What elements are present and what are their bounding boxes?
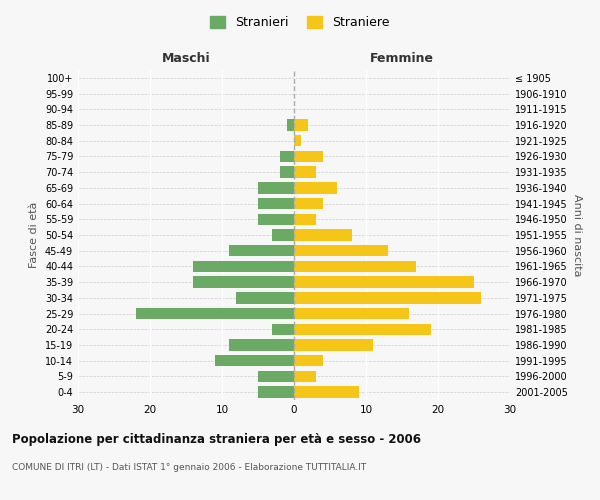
Bar [294, 182, 337, 194]
Bar [294, 166, 316, 178]
Bar [294, 308, 409, 319]
Bar [294, 276, 474, 288]
Y-axis label: Fasce di età: Fasce di età [29, 202, 39, 268]
Bar [294, 386, 359, 398]
Bar [294, 340, 373, 350]
Bar [294, 261, 416, 272]
Bar [272, 324, 294, 335]
Bar [294, 292, 481, 304]
Bar [294, 230, 352, 240]
Bar [294, 371, 316, 382]
Bar [215, 355, 294, 366]
Bar [287, 120, 294, 130]
Bar [280, 166, 294, 178]
Bar [294, 198, 323, 209]
Bar [236, 292, 294, 304]
Bar [294, 324, 431, 335]
Text: Femmine: Femmine [370, 52, 434, 66]
Bar [280, 151, 294, 162]
Bar [193, 261, 294, 272]
Bar [294, 355, 323, 366]
Bar [136, 308, 294, 319]
Bar [193, 276, 294, 288]
Bar [294, 214, 316, 225]
Bar [294, 245, 388, 256]
Bar [294, 135, 301, 146]
Bar [229, 340, 294, 350]
Y-axis label: Anni di nascita: Anni di nascita [572, 194, 581, 276]
Bar [258, 214, 294, 225]
Bar [258, 371, 294, 382]
Bar [294, 151, 323, 162]
Text: Popolazione per cittadinanza straniera per età e sesso - 2006: Popolazione per cittadinanza straniera p… [12, 432, 421, 446]
Bar [258, 182, 294, 194]
Text: COMUNE DI ITRI (LT) - Dati ISTAT 1° gennaio 2006 - Elaborazione TUTTITALIA.IT: COMUNE DI ITRI (LT) - Dati ISTAT 1° genn… [12, 462, 366, 471]
Bar [258, 198, 294, 209]
Bar [258, 386, 294, 398]
Bar [294, 120, 308, 130]
Bar [229, 245, 294, 256]
Bar [272, 230, 294, 240]
Text: Maschi: Maschi [161, 52, 211, 66]
Legend: Stranieri, Straniere: Stranieri, Straniere [205, 11, 395, 34]
